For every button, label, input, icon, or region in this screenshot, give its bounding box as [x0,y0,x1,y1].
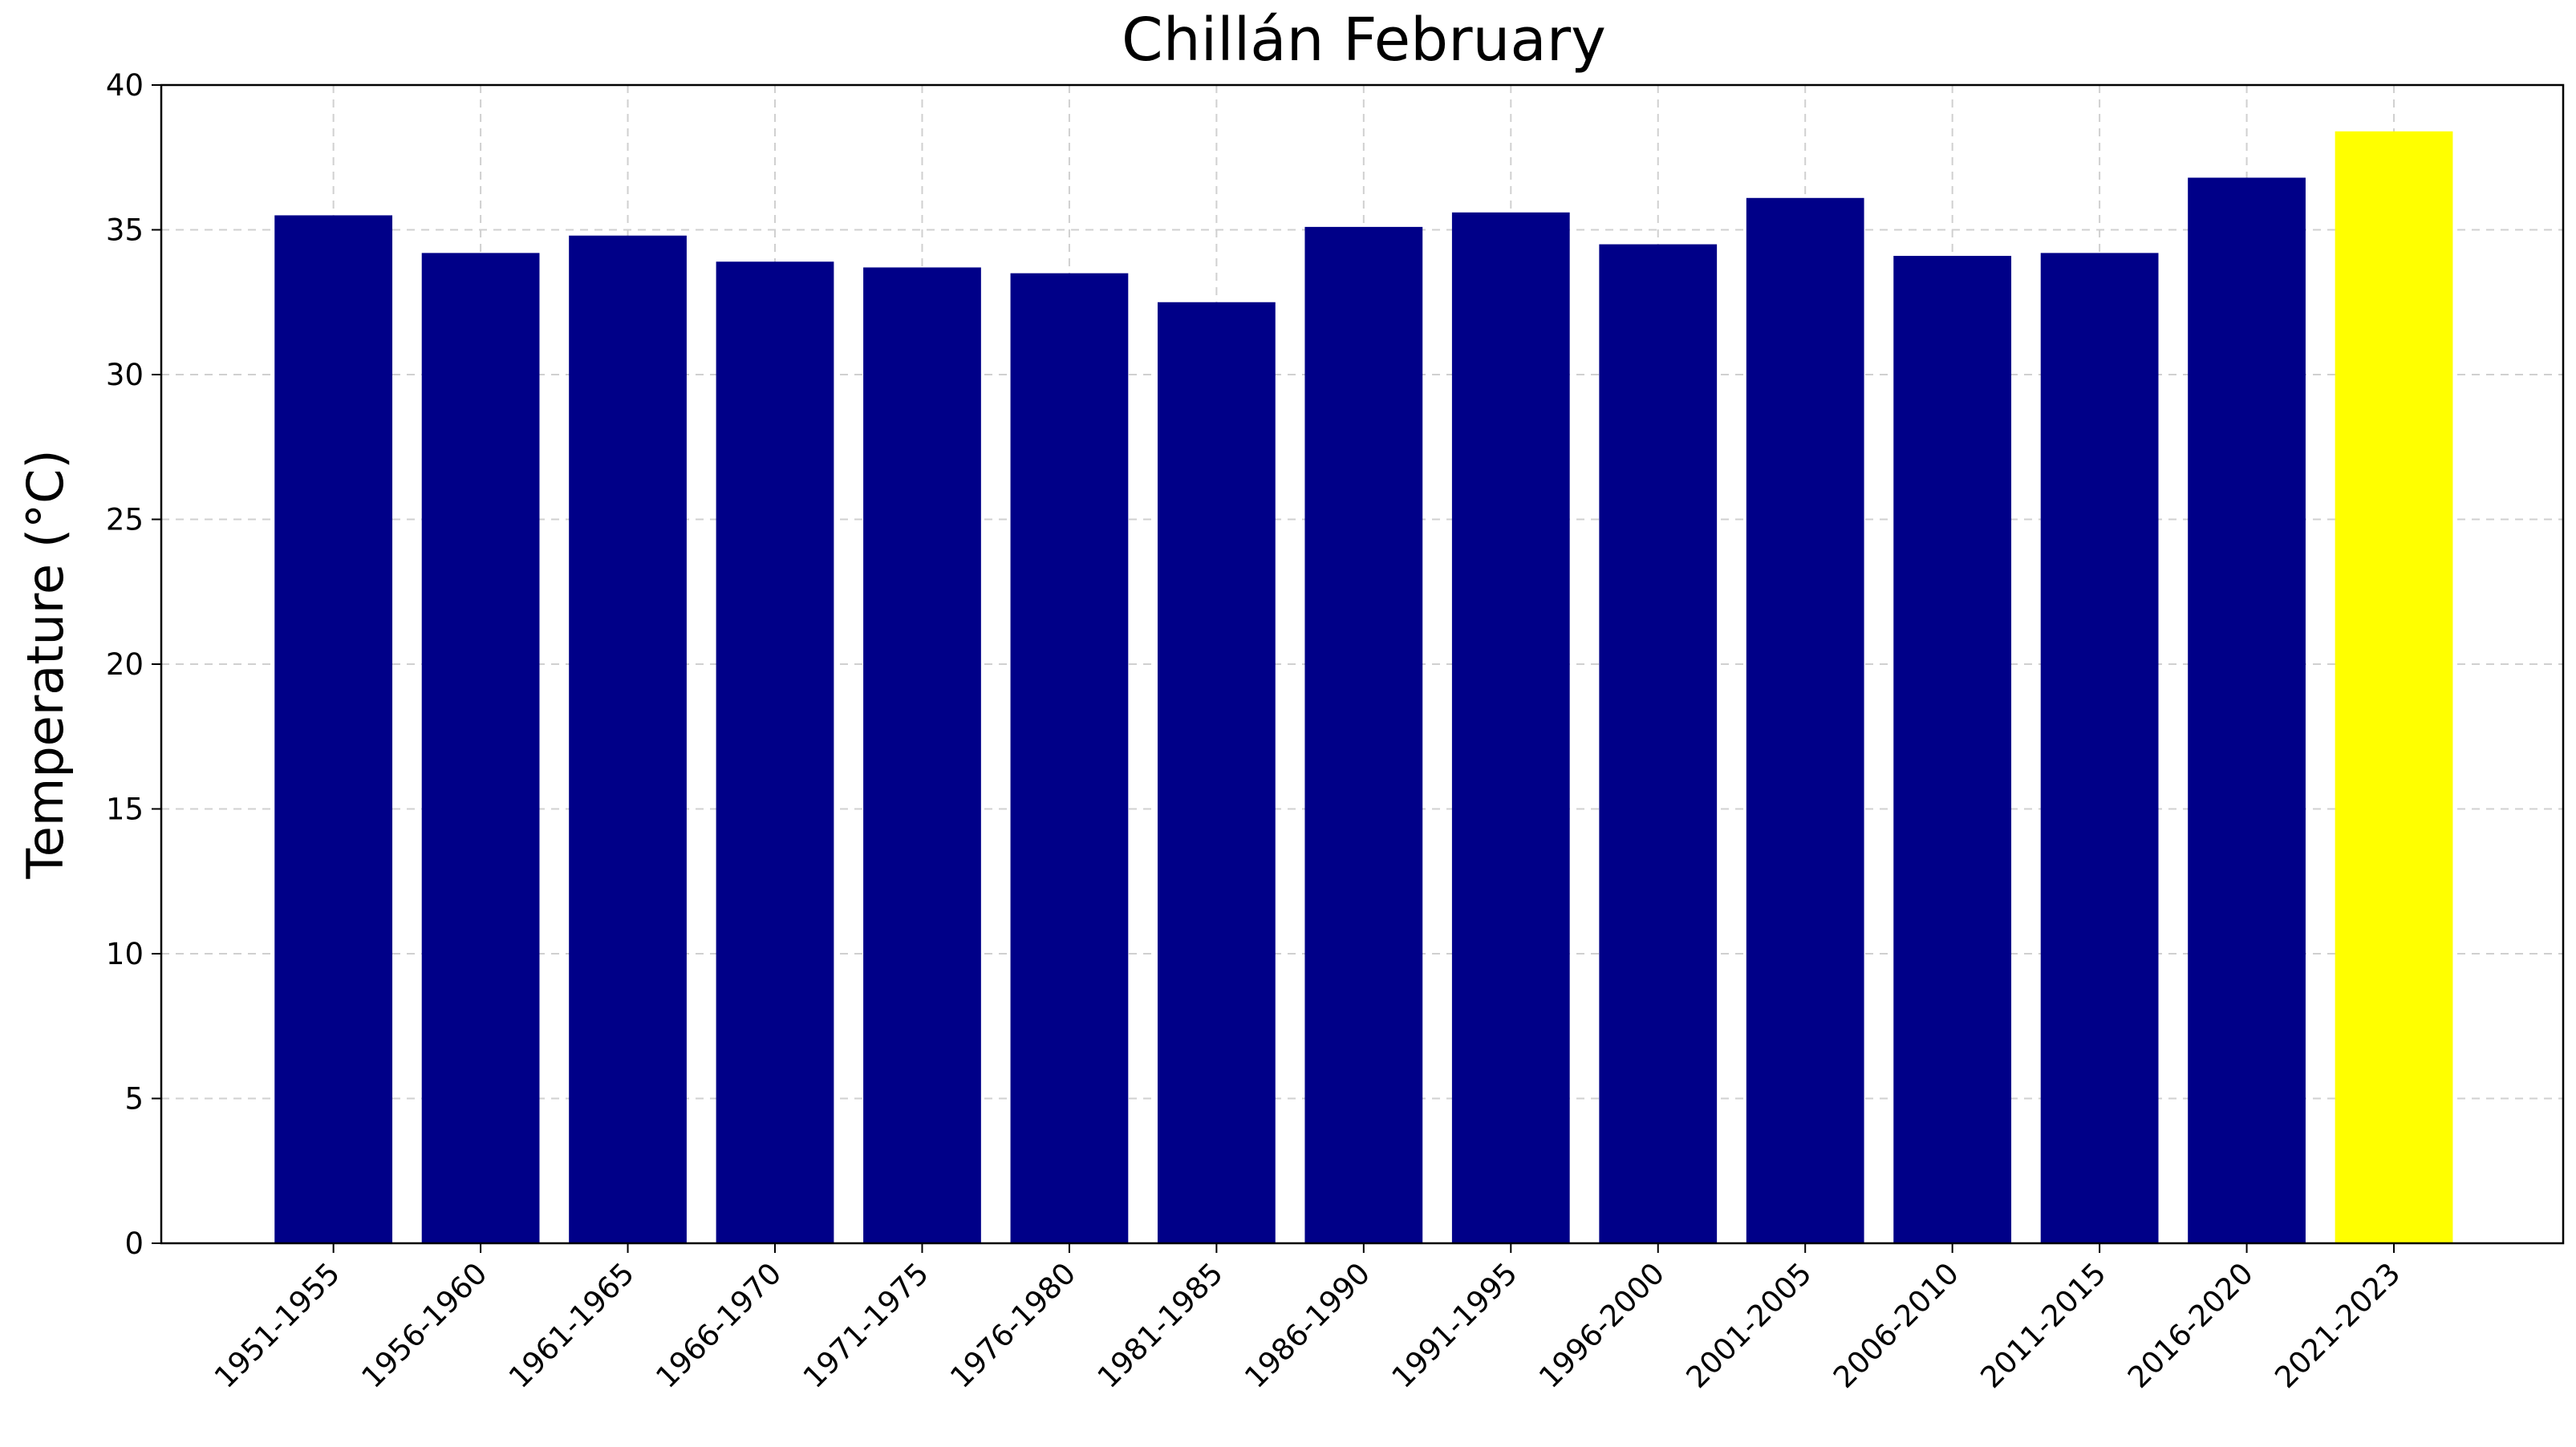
y-axis-label: Temperature (°C) [16,449,75,879]
y-tick-label: 10 [106,937,144,971]
bar [274,215,393,1244]
y-tick-label: 40 [106,68,144,103]
plot-frame [160,83,2565,1245]
x-tick-label: 1981-1985 [1091,1256,1230,1395]
x-tick-label: 2006-2010 [1827,1256,1965,1395]
bar [2188,177,2306,1243]
bar [1304,226,1423,1243]
x-tick-label: 2011-2015 [1974,1256,2112,1395]
bar [1451,212,1570,1244]
bar [1746,197,1864,1243]
chart-title: Chillán February [1122,6,1606,75]
x-tick-label: 2021-2023 [2268,1256,2407,1395]
bar [1010,273,1129,1243]
x-tick-label: 1996-2000 [1532,1256,1671,1395]
x-tick-label: 1966-1970 [649,1256,788,1395]
bar [2335,131,2453,1243]
y-tick-label: 35 [106,213,144,248]
y-tick-label: 20 [106,647,144,682]
bar [569,235,687,1244]
x-tick-label: 2001-2005 [1680,1256,1819,1395]
y-tick-label: 0 [124,1226,144,1261]
x-tick-label: 1976-1980 [943,1256,1082,1395]
x-tick-label: 1986-1990 [1238,1256,1377,1395]
x-tick-label: 1991-1995 [1385,1256,1524,1395]
y-tick-label: 5 [124,1082,144,1117]
x-tick-label: 1951-1955 [208,1256,347,1395]
x-tick-label: 1956-1960 [355,1256,493,1395]
bar [421,253,540,1243]
bar [863,267,981,1244]
y-tick-label: 25 [106,503,144,537]
bar [716,261,834,1244]
x-tick-label: 1971-1975 [797,1256,935,1395]
bar [1893,255,2012,1243]
bar [1599,244,1718,1243]
bar [1157,302,1276,1243]
y-tick-label: 15 [106,792,144,827]
y-tick-label: 30 [106,358,144,392]
x-tick-label: 2016-2020 [2121,1256,2260,1395]
x-tick-label: 1961-1965 [502,1256,641,1395]
bar [2040,253,2159,1243]
